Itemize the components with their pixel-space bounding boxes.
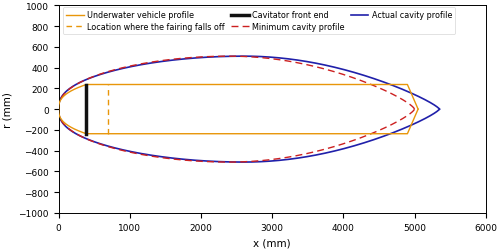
Minimum cavity profile (411, 107, 417, 110)
Minimum cavity profile (259, 57, 265, 60)
X-axis label: x (mm): x (mm) (254, 237, 291, 247)
Minimum cavity profile (128, 65, 134, 68)
Minimum cavity profile (317, 67, 323, 70)
Underwater vehicle profile (260, 84, 266, 87)
Actual cavity profile (436, 108, 442, 111)
Actual cavity profile (134, 65, 140, 68)
Location where the fairing falls off (104, 133, 110, 136)
Actual cavity profile (276, 57, 281, 60)
Underwater vehicle profile (412, 100, 418, 103)
Actual cavity profile (336, 68, 342, 70)
Location where the fairing falls off (104, 84, 110, 87)
Minimum cavity profile (90, 76, 96, 79)
Line: Minimum cavity profile: Minimum cavity profile (58, 57, 414, 110)
Actual cavity profile (56, 108, 62, 111)
Actual cavity profile (77, 82, 83, 84)
Underwater vehicle profile (56, 108, 62, 111)
Cavitator front end (84, 133, 89, 136)
Line: Underwater vehicle profile: Underwater vehicle profile (58, 85, 418, 110)
Underwater vehicle profile (74, 87, 80, 90)
Line: Actual cavity profile: Actual cavity profile (58, 57, 440, 110)
Legend: Underwater vehicle profile, Location where the fairing falls off, Cavitator fron: Underwater vehicle profile, Location whe… (62, 8, 456, 35)
Minimum cavity profile (226, 56, 232, 58)
Underwater vehicle profile (118, 84, 124, 87)
Y-axis label: r (mm): r (mm) (3, 92, 13, 128)
Actual cavity profile (94, 75, 100, 78)
Minimum cavity profile (412, 108, 418, 111)
Actual cavity profile (240, 56, 246, 58)
Underwater vehicle profile (66, 91, 72, 94)
Underwater vehicle profile (415, 108, 421, 111)
Minimum cavity profile (56, 108, 62, 111)
Underwater vehicle profile (409, 94, 415, 97)
Actual cavity profile (436, 108, 442, 110)
Minimum cavity profile (76, 82, 82, 85)
Underwater vehicle profile (84, 84, 89, 87)
Cavitator front end (84, 84, 89, 87)
